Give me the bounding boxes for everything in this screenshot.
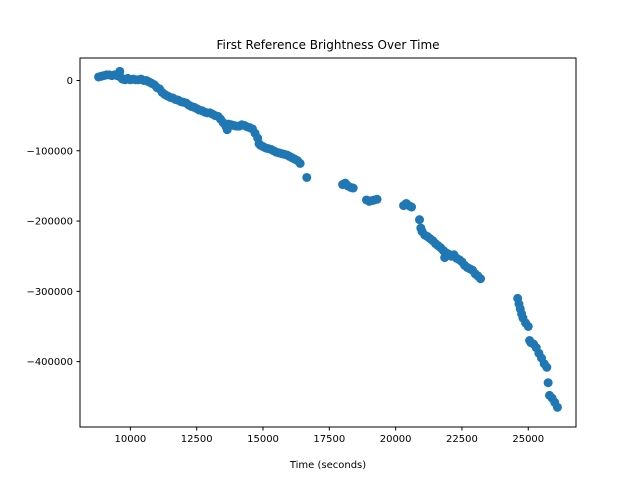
y-tick-label: −300000 — [26, 287, 73, 298]
data-point — [523, 321, 533, 331]
data-point — [415, 215, 425, 225]
x-tick-label: 10000 — [114, 434, 146, 445]
y-tick-label: −100000 — [26, 146, 73, 157]
data-point — [543, 378, 553, 388]
chart-title: First Reference Brightness Over Time — [216, 38, 439, 52]
y-tick-label: 0 — [67, 76, 73, 87]
y-axis-ticks: 0 −100000 −200000 −300000 −400000 — [26, 76, 80, 368]
data-point — [552, 402, 562, 412]
data-point — [372, 194, 382, 204]
x-tick-label: 20000 — [380, 434, 412, 445]
data-point — [348, 183, 358, 193]
x-tick-label: 15000 — [247, 434, 279, 445]
data-point — [407, 202, 417, 212]
x-tick-label: 17500 — [313, 434, 345, 445]
data-point — [302, 172, 312, 182]
x-tick-label: 25000 — [512, 434, 544, 445]
data-point — [542, 362, 552, 372]
data-points — [94, 66, 562, 412]
data-point — [295, 158, 305, 168]
plot-area — [79, 57, 577, 428]
x-axis-ticks: 10000 12500 15000 17500 20000 22500 25000 — [114, 427, 544, 445]
x-axis-label: Time (seconds) — [289, 460, 366, 471]
y-tick-label: −400000 — [26, 357, 73, 368]
x-tick-label: 12500 — [181, 434, 213, 445]
data-point — [476, 274, 486, 284]
x-tick-label: 22500 — [446, 434, 478, 445]
axes-frame — [79, 57, 577, 428]
y-tick-label: −200000 — [26, 217, 73, 228]
